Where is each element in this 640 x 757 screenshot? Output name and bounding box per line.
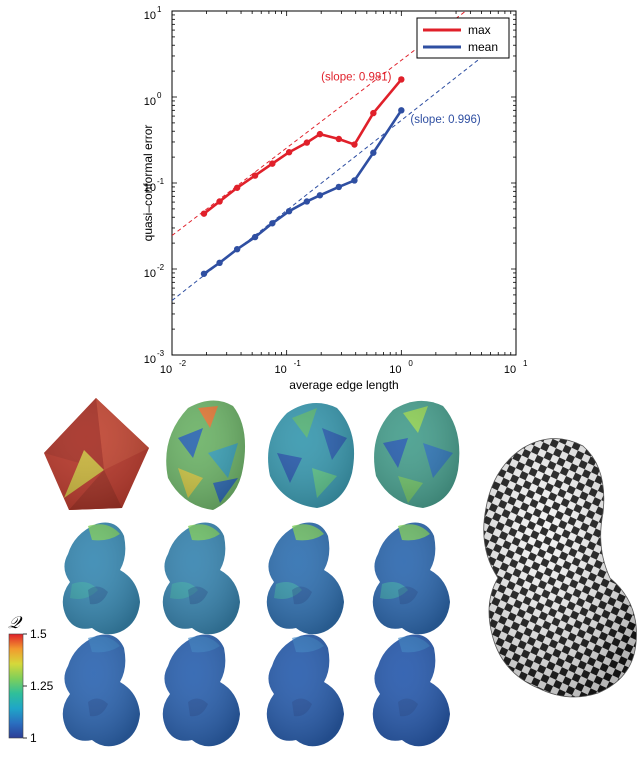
colorbar-tick-label: 1.5 (30, 627, 47, 641)
series-group (200, 76, 405, 277)
x-tick-label: 10 (389, 364, 401, 376)
fit-line-1 (172, 49, 491, 301)
point-max (251, 172, 259, 179)
colorbar-title: 𝒬 (8, 613, 23, 633)
y-tick-label: 10 (144, 96, 156, 108)
point-mean (303, 198, 311, 205)
legend-label-max: max (468, 23, 491, 37)
point-mean (285, 207, 293, 215)
render-mesh-r3c3 (266, 634, 344, 747)
slope-annotation-0: (slope: 0.981) (321, 72, 391, 84)
point-mean (200, 270, 208, 277)
y-tick-exponent: 1 (157, 5, 162, 14)
render-coarse-octahedron (44, 398, 149, 510)
y-tick-label: 10 (144, 354, 156, 366)
series-line-max (203, 78, 403, 215)
colorbar-bar (8, 633, 24, 739)
point-max (200, 210, 208, 217)
colorbar-tick-label: 1 (30, 731, 37, 745)
point-max (370, 109, 377, 117)
point-max (316, 130, 324, 138)
y-tick-label: 10 (144, 268, 156, 280)
x-axis-label: average edge length (289, 378, 398, 392)
point-mean (351, 177, 358, 184)
y-tick-label: 10 (144, 10, 156, 22)
render-mesh-r3c4 (372, 634, 450, 747)
y-tick-exponent: -3 (157, 349, 165, 358)
plot-area (171, 10, 517, 356)
mesh-renders (44, 398, 637, 747)
x-tick-label: 10 (160, 364, 172, 376)
point-mean (216, 259, 223, 267)
y-tick-exponent: -1 (157, 177, 165, 186)
y-tick-label: 10 (144, 182, 156, 194)
axis-ticks (171, 10, 517, 356)
slope-annotations: (slope: 0.981) (slope: 0.996) (321, 72, 481, 126)
point-mean (335, 183, 343, 191)
render-mesh-r1c3 (268, 403, 355, 508)
render-mesh-r2c4 (372, 522, 450, 635)
point-mean (251, 233, 259, 241)
series-line-mean (203, 109, 403, 275)
render-grid (62, 522, 450, 747)
slope-annotation-1: (slope: 0.996) (410, 114, 480, 126)
x-tick-exponent: 1 (523, 359, 528, 368)
y-tick-exponent: -2 (157, 263, 165, 272)
colorbar-tick-label: 1.25 (30, 679, 54, 693)
render-mesh-r2c3 (266, 522, 344, 635)
legend: max mean (416, 17, 510, 59)
render-mesh-r2c2 (162, 522, 240, 635)
render-mesh-r2c1 (62, 522, 140, 635)
point-mean (269, 220, 276, 227)
render-mesh-r1c4 (374, 400, 460, 508)
x-tick-label: 10 (275, 364, 287, 376)
render-mesh-r3c1 (62, 634, 140, 747)
point-max (303, 139, 311, 146)
point-max (398, 76, 405, 83)
x-tick-exponent: -2 (179, 359, 187, 368)
point-mean (233, 245, 241, 253)
point-max (335, 135, 343, 143)
point-max (233, 184, 241, 191)
legend-label-mean: mean (468, 40, 498, 54)
x-tick-exponent: 0 (408, 359, 413, 368)
point-max (216, 198, 223, 205)
point-mean (398, 107, 405, 114)
colorbar-ticks: 1.5 1.25 1 (23, 627, 54, 745)
point-mean (316, 192, 324, 199)
render-checkerboard (483, 438, 637, 698)
render-mesh-r1c2 (166, 400, 246, 510)
point-max (285, 149, 293, 156)
y-axis-label: quasi–conformal error (141, 125, 155, 242)
point-mean (370, 149, 377, 156)
point-max (351, 141, 358, 148)
legend-box (416, 17, 510, 59)
colorbar: 𝒬 1.5 1.25 1 (8, 613, 54, 745)
x-tick-exponent: -1 (294, 359, 302, 368)
x-tick-label: 10 (504, 364, 516, 376)
point-max (269, 160, 276, 167)
y-tick-exponent: 0 (157, 91, 162, 100)
render-mesh-r3c2 (162, 634, 240, 747)
